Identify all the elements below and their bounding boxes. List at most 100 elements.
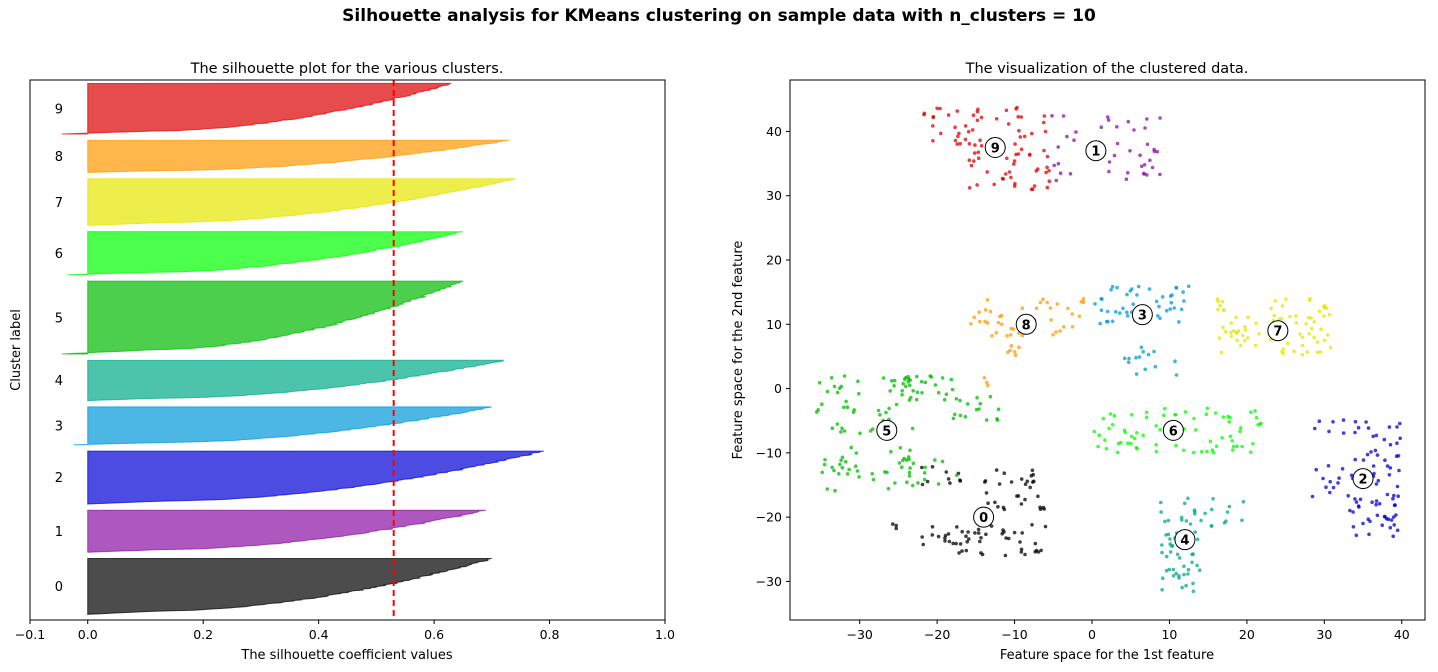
scatter-point (1158, 316, 1162, 321)
scatter-point (1186, 496, 1190, 501)
scatter-point (1162, 413, 1166, 418)
cluster-center-marker (1085, 140, 1107, 162)
scatter-point (1203, 511, 1207, 516)
scatter-point (1146, 352, 1151, 357)
scatter-point (994, 117, 999, 121)
cluster-center-label: 6 (1169, 424, 1178, 439)
scatter-point (1174, 412, 1178, 417)
scatter-point (842, 429, 847, 433)
scatter-point (901, 381, 905, 386)
scatter-point (816, 408, 820, 412)
scatter-point (1019, 547, 1024, 552)
scatter-point (1254, 415, 1259, 420)
scatter-point (1005, 334, 1009, 338)
scatter-point (1101, 416, 1106, 421)
scatter-point (1195, 563, 1199, 568)
scatter-point (1115, 285, 1119, 290)
scatter-point (904, 375, 908, 380)
scatter-point (1008, 333, 1013, 337)
scatter-point (1041, 297, 1045, 302)
scatter-point (1160, 550, 1164, 555)
scatter-point (1018, 135, 1023, 139)
scatter-point (1382, 437, 1387, 442)
scatter-point (1041, 505, 1046, 510)
scatter-point (888, 389, 892, 393)
scatter-point (1229, 321, 1234, 325)
scatter-point (1190, 552, 1194, 557)
scatter-point (1047, 179, 1052, 183)
scatter-point (904, 458, 909, 462)
scatter-point (1327, 312, 1332, 317)
scatter-point (1249, 450, 1253, 455)
scatter-point (1066, 306, 1070, 311)
scatter-point (1348, 508, 1352, 513)
scatter-point (1327, 429, 1331, 434)
scatter-point (963, 137, 968, 142)
scatter-point (1045, 185, 1050, 190)
scatter-point (1188, 522, 1193, 526)
scatter-point (1056, 161, 1061, 166)
scatter-point (935, 106, 939, 111)
scatter-point (1184, 583, 1188, 588)
cluster-center-marker (1174, 529, 1196, 551)
scatter-point (1126, 171, 1130, 175)
scatter-point (958, 478, 962, 483)
scatter-point (958, 542, 963, 546)
scatter-point (1186, 567, 1191, 572)
scatter-point (1164, 308, 1169, 313)
scatter-point (835, 422, 840, 426)
scatter-point (1112, 413, 1117, 418)
scatter-point (930, 465, 935, 469)
scatter-point (976, 527, 981, 532)
x-tick-label: 0.2 (193, 627, 213, 642)
scatter-point (1312, 320, 1316, 324)
scatter-point (1123, 430, 1127, 435)
scatter-point (975, 183, 979, 187)
scatter-point (1096, 444, 1100, 449)
cluster-label-6: 6 (55, 247, 63, 262)
scatter-point (938, 106, 942, 111)
scatter-point (1328, 345, 1333, 350)
scatter-point (1183, 410, 1188, 414)
scatter-point (963, 124, 968, 128)
scatter-point (930, 525, 935, 529)
scatter-point (1388, 442, 1393, 447)
scatter-point (1324, 485, 1328, 490)
scatter-point (940, 376, 945, 380)
scatter-point (1115, 450, 1120, 455)
scatter-point (889, 449, 893, 454)
scatter-point (915, 390, 920, 395)
x-tick-label: 0.6 (424, 627, 444, 642)
scatter-point (1004, 108, 1009, 113)
scatter-point (1284, 297, 1288, 301)
scatter-point (1072, 138, 1076, 142)
scatter-point (1044, 170, 1048, 175)
scatter-point (885, 470, 889, 475)
cluster-center-marker (1131, 304, 1153, 326)
scatter-point (914, 397, 919, 402)
x-tick-label: −10 (1001, 627, 1027, 642)
scatter-point (1368, 519, 1372, 524)
scatter-point (1315, 350, 1320, 355)
scatter-point (1231, 448, 1235, 452)
x-tick-label: −20 (924, 627, 950, 642)
scatter-point (975, 118, 980, 123)
scatter-point (1045, 165, 1049, 170)
scatter-point (1346, 494, 1350, 498)
scatter-point (1045, 154, 1050, 159)
cluster-center-6: 6 (1162, 419, 1184, 441)
scatter-point (1361, 458, 1366, 462)
silhouette-cluster-5 (61, 280, 464, 355)
scatter-point (1280, 350, 1284, 354)
scatter-point (1019, 502, 1024, 506)
scatter-point (1051, 333, 1055, 337)
scatter-point (887, 406, 891, 411)
scatter-point (1227, 504, 1232, 509)
scatter-point (1192, 416, 1196, 421)
cluster-center-label: 4 (1180, 534, 1189, 549)
scatter-point (1231, 444, 1236, 449)
scatter-point (1177, 576, 1181, 580)
scatter-point (1391, 534, 1395, 539)
scatter-point (1395, 528, 1400, 533)
scatter-point (1229, 334, 1234, 339)
